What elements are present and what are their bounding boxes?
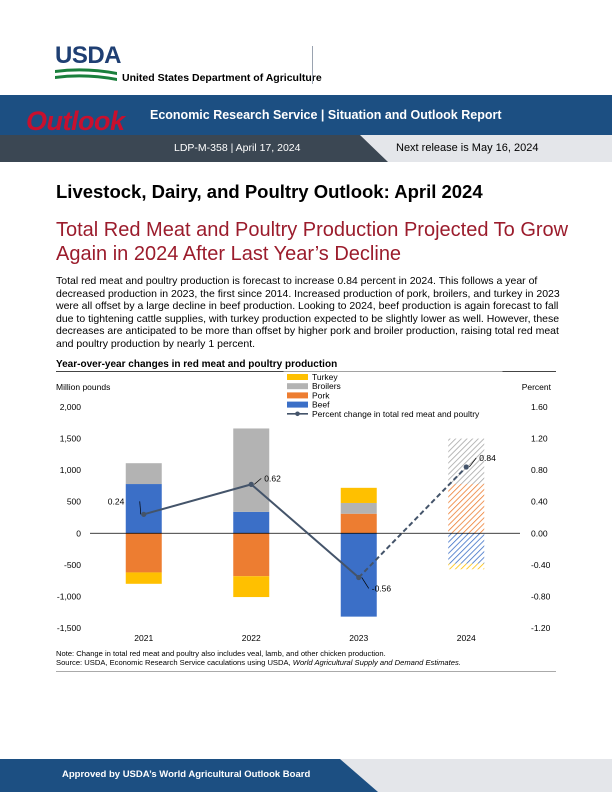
bar-beef-2024 — [448, 533, 485, 564]
y-tick-label: 1,000 — [60, 465, 82, 475]
banner-top — [0, 95, 612, 135]
bar-broilers-2021 — [125, 463, 162, 485]
y-tick-label: -1,000 — [57, 591, 81, 601]
usda-logo-stripes — [55, 68, 117, 81]
source-publication: World Agricultural Supply and Demand Est… — [292, 658, 461, 667]
data-label-leader — [361, 577, 370, 589]
y-tick-label: 0 — [76, 528, 81, 538]
banner-accent — [360, 135, 612, 162]
y2-tick-label: 0.40 — [531, 497, 548, 507]
bar-broilers-2024 — [448, 438, 485, 485]
line-segment — [143, 483, 252, 516]
line-data-label: 0.84 — [479, 453, 496, 463]
y-tick-label: 1,500 — [60, 434, 82, 444]
line-segment — [250, 483, 360, 579]
bar-turkey-2023 — [340, 487, 377, 503]
y-tick-label: -500 — [64, 560, 81, 570]
bar-pork-2024 — [448, 484, 485, 534]
page-subtitle: Total Red Meat and Poultry Production Pr… — [56, 219, 569, 265]
summary-paragraph: Total red meat and poultry production is… — [56, 275, 560, 350]
legend-swatch-broilers — [287, 383, 308, 390]
x-tick-label: 2023 — [349, 633, 368, 643]
chart-note: Note: Change in total red meat and poult… — [56, 649, 386, 658]
y2-tick-label: -0.80 — [531, 591, 551, 601]
line-point-2023 — [356, 574, 362, 581]
line-point-2022 — [248, 481, 254, 487]
source-text: Source: USDA, Economic Research Service … — [56, 658, 293, 667]
bar-beef-2022 — [233, 511, 270, 534]
y2-tick-label: -1.20 — [531, 623, 551, 633]
chart-title: Year-over-year changes in red meat and p… — [56, 359, 338, 370]
data-label-leader — [468, 457, 477, 468]
legend-swatch-beef — [287, 401, 308, 408]
legend-label: Broilers — [312, 381, 341, 391]
bar-beef-2021 — [125, 484, 162, 534]
x-tick-label: 2024 — [457, 633, 476, 643]
y-tick-label: 500 — [67, 497, 81, 507]
notes-rule — [56, 671, 556, 672]
y-tick-label: -1,500 — [57, 623, 81, 633]
y2-tick-label: -0.40 — [531, 560, 551, 570]
bar-broilers-2022 — [233, 428, 270, 512]
legend-label: Turkey — [312, 372, 338, 382]
y-axis-label: Million pounds — [56, 382, 110, 392]
legend-box — [283, 371, 503, 423]
data-label-leader — [254, 478, 262, 485]
bar-turkey-2022 — [233, 576, 270, 598]
y2-tick-label: 1.60 — [531, 402, 548, 412]
bar-pork-2022 — [233, 533, 270, 577]
bar-turkey-2021 — [125, 572, 162, 584]
line-segment — [358, 466, 467, 579]
usda-logo-wordmark: USDA — [55, 42, 122, 69]
outlook-logo: Outlook — [26, 106, 125, 136]
line-data-label: 0.24 — [108, 496, 125, 506]
logo-divider — [312, 46, 313, 84]
footer-accent — [340, 759, 612, 792]
y2-tick-label: 1.20 — [531, 434, 548, 444]
chart-source: Source: USDA, Economic Research Service … — [56, 658, 461, 667]
report-series-title: Economic Research Service | Situation an… — [150, 108, 502, 122]
y-tick-label: 2,000 — [60, 402, 82, 412]
line-data-label: -0.56 — [372, 583, 392, 593]
line-data-label: 0.62 — [264, 473, 281, 483]
data-label-leader — [139, 501, 142, 515]
y2-tick-label: 0.80 — [531, 465, 548, 475]
report-id-date: LDP-M-358 | April 17, 2024 — [174, 142, 301, 154]
footer-approval: Approved by USDA’s World Agricultural Ou… — [62, 769, 311, 780]
bar-pork-2023 — [340, 513, 377, 534]
y2-tick-label: 0.00 — [531, 528, 548, 538]
y2-axis-label: Percent — [522, 382, 552, 392]
page-title: Livestock, Dairy, and Poultry Outlook: A… — [56, 181, 483, 202]
line-point-2021 — [141, 511, 147, 517]
legend-label: Pork — [312, 390, 330, 400]
legend-label: Percent change in total red meat and pou… — [312, 409, 480, 419]
bar-pork-2021 — [125, 533, 162, 573]
agency-name: United States Department of Agriculture — [122, 72, 322, 84]
line-point-2024 — [463, 464, 469, 470]
x-tick-label: 2022 — [242, 633, 261, 643]
next-release-date: Next release is May 16, 2024 — [396, 142, 539, 154]
bar-turkey-2024 — [448, 563, 485, 570]
legend-swatch-pork — [287, 392, 308, 399]
legend-swatch-marker — [295, 411, 300, 417]
x-tick-label: 2021 — [134, 633, 153, 643]
bar-broilers-2023 — [340, 502, 377, 514]
legend-swatch-turkey — [287, 374, 308, 380]
legend-label: Beef — [312, 400, 330, 410]
